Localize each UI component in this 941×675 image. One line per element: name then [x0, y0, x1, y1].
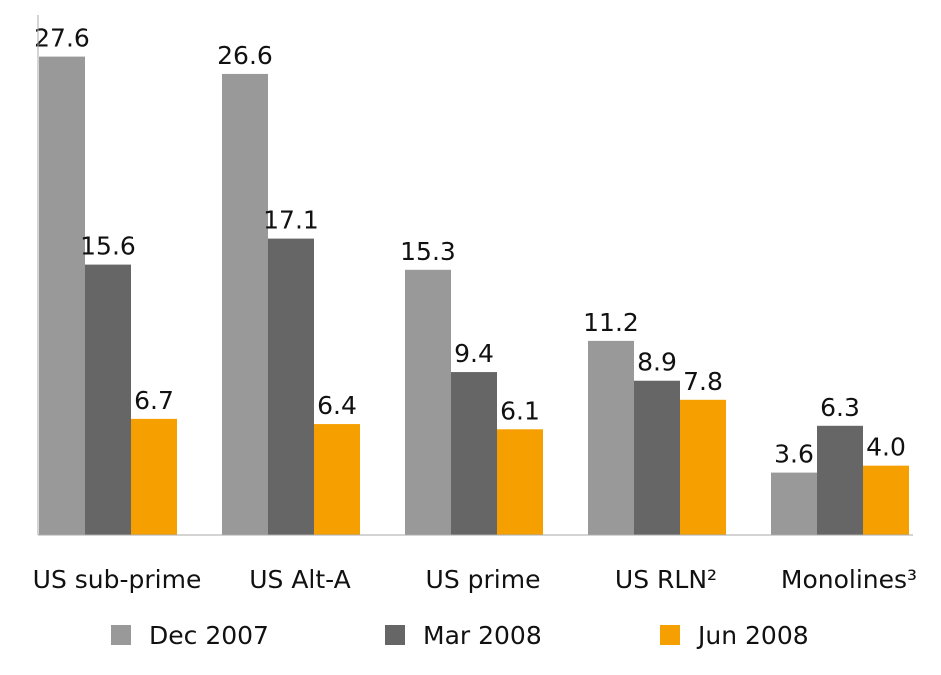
legend-label: Jun 2008 — [696, 621, 809, 650]
value-label: 8.9 — [637, 348, 677, 377]
bar — [222, 73, 268, 535]
value-label: 11.2 — [583, 308, 639, 337]
bar — [497, 429, 543, 535]
bar — [405, 269, 451, 535]
x-tick-label: US RLN² — [615, 565, 717, 594]
value-label: 7.8 — [683, 367, 723, 396]
value-label: 17.1 — [263, 206, 319, 235]
x-tick-label: US sub-prime — [33, 565, 202, 594]
value-label: 6.1 — [500, 396, 540, 425]
bar — [863, 465, 909, 535]
legend-label: Dec 2007 — [149, 621, 269, 650]
x-tick-label: US Alt-A — [249, 565, 351, 594]
bar — [314, 424, 360, 535]
bar — [634, 380, 680, 535]
legend-swatch — [385, 625, 405, 645]
bar — [680, 399, 726, 535]
bar — [588, 340, 634, 535]
value-label: 27.6 — [34, 24, 90, 53]
value-label: 26.6 — [217, 41, 273, 70]
bar — [85, 264, 131, 535]
x-tick-label: US prime — [426, 565, 541, 594]
bar — [451, 372, 497, 535]
value-label: 15.6 — [80, 232, 136, 261]
value-label: 15.3 — [400, 237, 456, 266]
x-tick-label: Monolines³ — [781, 565, 917, 594]
value-label: 9.4 — [454, 339, 494, 368]
bar — [771, 472, 817, 535]
bar — [817, 425, 863, 535]
value-label: 4.0 — [866, 433, 906, 462]
legend-label: Mar 2008 — [423, 621, 542, 650]
value-label: 6.4 — [317, 391, 357, 420]
bar — [268, 238, 314, 535]
legend-swatch — [111, 625, 131, 645]
bar — [131, 418, 177, 535]
value-label: 6.3 — [820, 393, 860, 422]
bar — [39, 56, 85, 535]
value-label: 6.7 — [134, 386, 174, 415]
value-label: 3.6 — [774, 440, 814, 469]
legend-swatch — [660, 625, 680, 645]
